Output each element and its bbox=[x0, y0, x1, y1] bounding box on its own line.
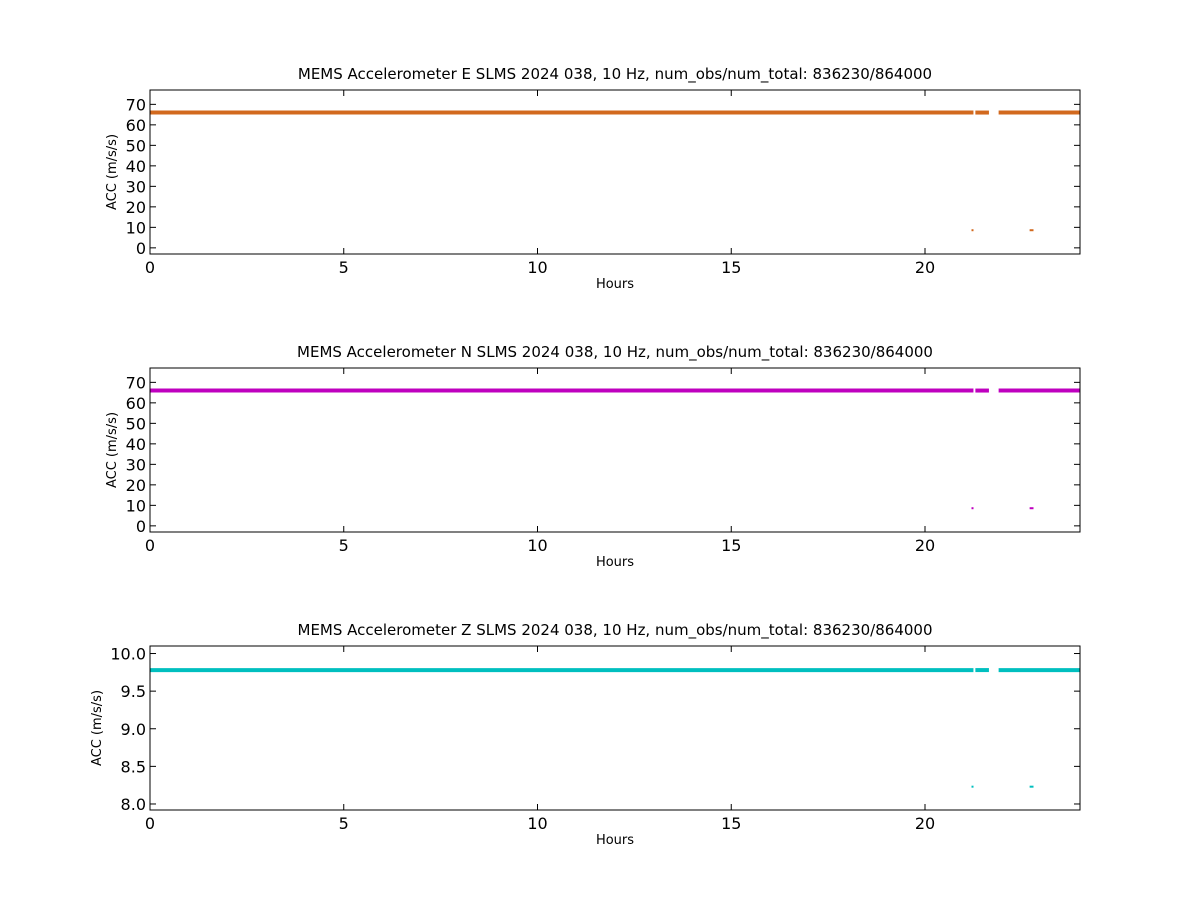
x-tick-label: 20 bbox=[915, 258, 935, 277]
y-tick-label: 50 bbox=[126, 414, 146, 433]
y-tick-label: 10.0 bbox=[110, 645, 146, 664]
x-tick-label: 0 bbox=[145, 536, 155, 555]
y-tick-label: 10 bbox=[126, 496, 146, 515]
x-axis-label: Hours bbox=[596, 833, 634, 848]
y-axis-label: ACC (m/s/s) bbox=[90, 690, 105, 766]
y-tick-label: 30 bbox=[126, 177, 146, 196]
y-tick-label: 40 bbox=[126, 157, 146, 176]
y-tick-label: 9.0 bbox=[121, 720, 146, 739]
axes-frame bbox=[149, 89, 1081, 255]
x-tick-label: 15 bbox=[721, 536, 741, 555]
x-tick-label: 20 bbox=[915, 814, 935, 833]
y-tick-label: 60 bbox=[126, 394, 146, 413]
x-tick-label: 15 bbox=[721, 814, 741, 833]
x-tick-label: 0 bbox=[145, 814, 155, 833]
y-tick-label: 20 bbox=[126, 198, 146, 217]
x-tick-label: 10 bbox=[527, 814, 547, 833]
y-tick-label: 20 bbox=[126, 476, 146, 495]
y-tick-label: 70 bbox=[126, 95, 146, 114]
x-tick-label: 10 bbox=[527, 258, 547, 277]
axes-frame bbox=[149, 367, 1081, 533]
y-tick-label: 50 bbox=[126, 136, 146, 155]
x-tick-label: 5 bbox=[339, 814, 349, 833]
subplot-e: MEMS Accelerometer E SLMS 2024 038, 10 H… bbox=[105, 65, 1081, 292]
y-tick-label: 60 bbox=[126, 116, 146, 135]
chart-title: MEMS Accelerometer N SLMS 2024 038, 10 H… bbox=[297, 343, 933, 362]
x-tick-label: 0 bbox=[145, 258, 155, 277]
chart-title: MEMS Accelerometer Z SLMS 2024 038, 10 H… bbox=[298, 621, 933, 640]
x-axis-label: Hours bbox=[596, 555, 634, 570]
y-tick-label: 9.5 bbox=[121, 682, 146, 701]
y-tick-label: 0 bbox=[136, 517, 146, 536]
axes-frame bbox=[149, 645, 1081, 811]
y-tick-label: 0 bbox=[136, 239, 146, 258]
y-tick-label: 30 bbox=[126, 455, 146, 474]
y-tick-label: 70 bbox=[126, 373, 146, 392]
subplot-z: MEMS Accelerometer Z SLMS 2024 038, 10 H… bbox=[90, 621, 1081, 848]
subplot-n: MEMS Accelerometer N SLMS 2024 038, 10 H… bbox=[105, 343, 1081, 570]
y-tick-label: 8.0 bbox=[121, 795, 146, 814]
x-axis-label: Hours bbox=[596, 277, 634, 292]
y-tick-label: 8.5 bbox=[121, 757, 146, 776]
y-tick-label: 10 bbox=[126, 218, 146, 237]
x-tick-label: 20 bbox=[915, 536, 935, 555]
x-tick-label: 5 bbox=[339, 536, 349, 555]
x-tick-label: 5 bbox=[339, 258, 349, 277]
y-tick-label: 40 bbox=[126, 435, 146, 454]
x-tick-label: 10 bbox=[527, 536, 547, 555]
chart-title: MEMS Accelerometer E SLMS 2024 038, 10 H… bbox=[298, 65, 932, 84]
y-axis-label: ACC (m/s/s) bbox=[105, 134, 120, 210]
y-axis-label: ACC (m/s/s) bbox=[105, 412, 120, 488]
x-tick-label: 15 bbox=[721, 258, 741, 277]
